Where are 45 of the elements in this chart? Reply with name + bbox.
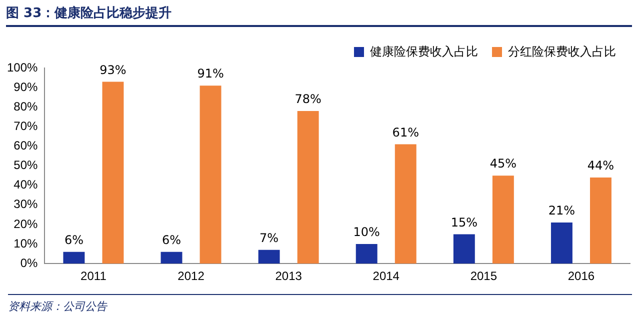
y-tick-label: 90% xyxy=(14,80,38,94)
bar xyxy=(200,86,222,264)
data-label: 6% xyxy=(64,232,84,247)
data-label: 78% xyxy=(294,92,322,106)
x-tick-label: 2011 xyxy=(80,269,107,284)
chart-title: 图 33：健康险占比稳步提升 xyxy=(6,4,632,27)
text: 资料来源：公司公告 xyxy=(8,294,632,314)
y-tick-label: 30% xyxy=(14,197,38,212)
data-label: 7% xyxy=(260,231,279,246)
bar xyxy=(297,111,319,264)
x-tick-label: 2014 xyxy=(372,269,400,284)
y-tick-label: 70% xyxy=(14,118,38,133)
data-label: 91% xyxy=(197,66,224,81)
bar xyxy=(160,252,182,264)
bar xyxy=(590,178,612,264)
y-tick-label: 40% xyxy=(14,178,38,192)
bar xyxy=(394,144,416,264)
bar xyxy=(258,250,280,264)
bar xyxy=(102,82,124,264)
legend-label: 健康险保费收入占比 xyxy=(370,44,478,58)
x-tick-label: 2015 xyxy=(470,269,498,284)
x-tick-label: 2013 xyxy=(275,269,302,284)
data-label: 21% xyxy=(548,204,576,218)
x-tick-label: 2012 xyxy=(178,269,205,284)
x-tick-label: 2016 xyxy=(568,269,595,284)
data-label: 44% xyxy=(587,158,614,173)
data-label: 6% xyxy=(162,232,182,247)
data-label: 93% xyxy=(100,62,126,77)
bar xyxy=(356,244,378,264)
y-tick-label: 20% xyxy=(14,216,38,231)
data-label: 10% xyxy=(353,225,380,240)
y-tick-label: 80% xyxy=(14,99,38,114)
data-label: 45% xyxy=(490,156,517,171)
data-label: 15% xyxy=(450,215,478,230)
data-label: 61% xyxy=(392,125,419,140)
y-tick-label: 60% xyxy=(14,138,38,153)
y-tick-label: 0% xyxy=(20,256,38,270)
y-tick-label: 100% xyxy=(6,60,38,74)
bar xyxy=(63,252,85,264)
legend-label: 分红险保费收入占比 xyxy=(508,44,616,58)
y-tick-label: 50% xyxy=(14,158,38,172)
bar xyxy=(492,176,514,264)
bar xyxy=(550,222,572,264)
bar xyxy=(453,234,475,264)
y-tick-label: 10% xyxy=(14,236,38,250)
